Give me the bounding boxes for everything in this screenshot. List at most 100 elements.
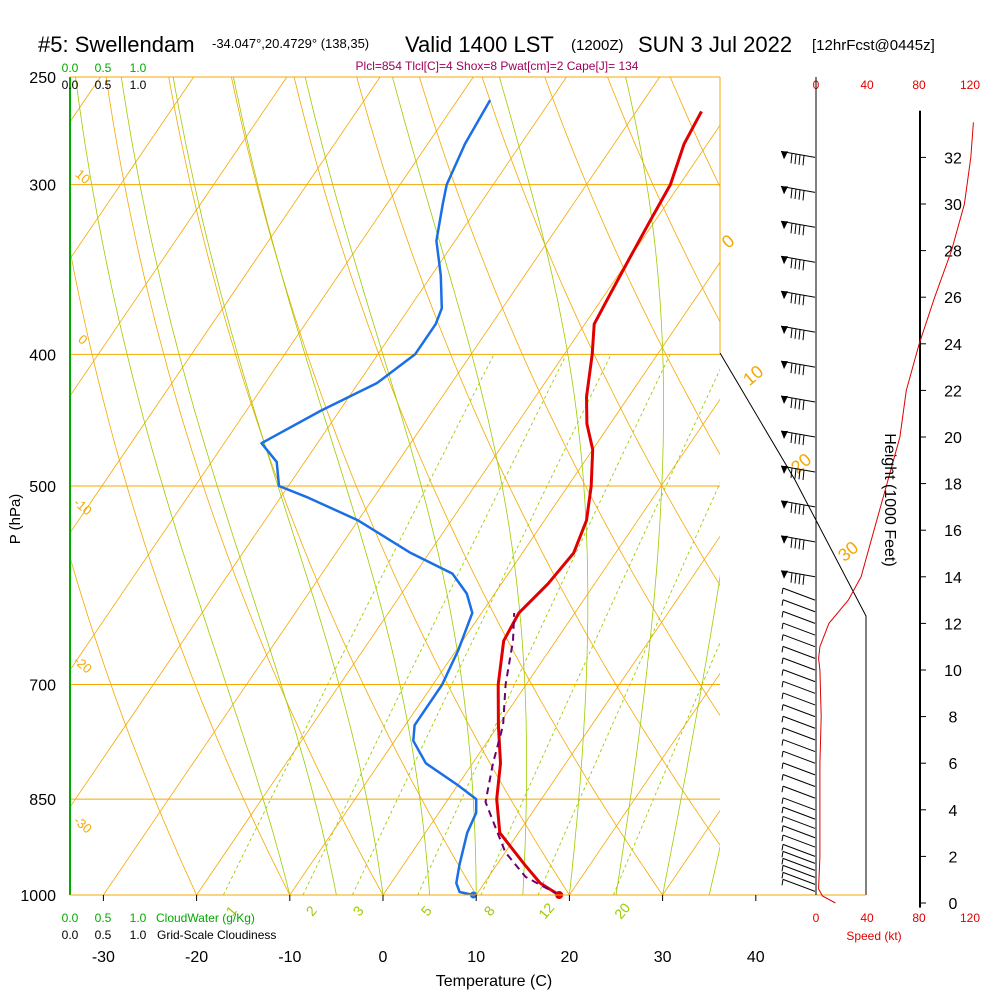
wind-barb-feather bbox=[798, 154, 801, 165]
wind-barb-feather bbox=[781, 611, 784, 618]
wind-barb-feather bbox=[802, 190, 805, 201]
wind-barb-pennant bbox=[781, 291, 788, 300]
wind-barb-feather bbox=[802, 539, 805, 550]
isotherm-line bbox=[70, 77, 194, 260]
wind-barb-feather bbox=[781, 669, 784, 676]
height-tick-label: 20 bbox=[944, 430, 962, 447]
moist-adiabat-line bbox=[233, 77, 430, 895]
height-tick-label: 30 bbox=[944, 197, 962, 214]
wind-barb-feather bbox=[798, 259, 801, 270]
dry-adiabat-line bbox=[607, 77, 720, 323]
wind-barb-feather bbox=[781, 622, 784, 630]
wind-barb-feather bbox=[798, 434, 801, 445]
mixing-ratio-line bbox=[417, 354, 671, 895]
height-tick-label: 2 bbox=[949, 849, 958, 866]
wind-barb-staff bbox=[782, 834, 816, 848]
wind-barb-feather bbox=[794, 258, 797, 269]
panel-boundary bbox=[719, 352, 867, 895]
wind-barb-feather bbox=[794, 328, 797, 339]
height-tick-label: 8 bbox=[949, 710, 958, 727]
dry-adiabat-line bbox=[70, 555, 198, 895]
dry-adiabat-line bbox=[293, 77, 664, 895]
height-tick-label: 12 bbox=[944, 616, 962, 633]
wind-barb-staff bbox=[782, 878, 816, 892]
wind-barb-feather bbox=[790, 153, 793, 164]
wind-barb-feather bbox=[790, 572, 793, 583]
dry-adiabat-label: 30 bbox=[834, 537, 862, 565]
wind-barb-feather bbox=[790, 258, 793, 269]
isotherm-line bbox=[0, 77, 7, 895]
diagram-grid bbox=[0, 53, 1000, 924]
cloudiness-scale-bottom: 0.5 bbox=[95, 928, 112, 942]
isotherm-label: -20 bbox=[71, 653, 95, 677]
wind-barb-feather bbox=[794, 363, 797, 374]
wind-barb-feather bbox=[790, 397, 793, 409]
mixing-ratio-line bbox=[480, 368, 720, 895]
wind-barb-feather bbox=[798, 294, 801, 305]
wind-barb-feather bbox=[798, 469, 801, 480]
chart-title-forecast: [12hrFcst@0445z] bbox=[812, 37, 935, 54]
wind-barb-feather bbox=[794, 153, 797, 165]
wind-barb-staff bbox=[782, 825, 816, 839]
speed-tick-top: 40 bbox=[860, 78, 874, 92]
wind-barb-pennant bbox=[781, 535, 788, 544]
cloudwater-scale-bottom: 0.5 bbox=[95, 911, 112, 925]
speed-tick-top: 120 bbox=[960, 78, 980, 92]
wind-barb-feather bbox=[798, 539, 801, 550]
isotherm-label: -30 bbox=[71, 813, 95, 837]
sounding-indices: Plcl=854 Tlcl[C]=4 Shox=8 Pwat[cm]=2 Cap… bbox=[356, 59, 639, 73]
wind-barb-feather bbox=[798, 399, 801, 410]
x-axis-title: Temperature (C) bbox=[436, 973, 552, 990]
dry-adiabat-line bbox=[481, 77, 720, 587]
wind-barb-pennant bbox=[781, 570, 788, 579]
wind-barb-staff bbox=[782, 785, 816, 799]
mixing-ratio-line bbox=[302, 354, 567, 895]
height-tick-label: 4 bbox=[949, 803, 958, 820]
moist-adiabat-line bbox=[662, 574, 720, 895]
wind-barb-feather bbox=[781, 704, 784, 711]
wind-barb-feather bbox=[794, 468, 797, 479]
mixing-ratio-label: 12 bbox=[535, 900, 557, 922]
wind-barb-feather bbox=[798, 224, 801, 235]
wind-barb-feather bbox=[781, 858, 784, 865]
wind-barb-feather bbox=[781, 762, 784, 769]
cloudwater-scale-bottom: 1.0 bbox=[130, 911, 147, 925]
wind-barb-feather bbox=[781, 865, 784, 872]
wind-barb-feather bbox=[798, 329, 801, 340]
cloudiness-scale-bottom: 0.0 bbox=[62, 928, 79, 942]
chart-title-date: SUN 3 Jul 2022 bbox=[638, 32, 792, 57]
isobars bbox=[70, 77, 867, 895]
mixing-ratio-line bbox=[222, 354, 495, 895]
x-tick-label: 10 bbox=[467, 949, 485, 966]
p-tick-label: 1000 bbox=[20, 888, 56, 905]
p-tick-label: 700 bbox=[29, 678, 56, 695]
wind-barb-pennant bbox=[781, 431, 788, 439]
wind-barb-pennant bbox=[781, 326, 788, 335]
wind-barb-feather bbox=[781, 716, 784, 723]
cloudiness-label: Grid-Scale Cloudiness bbox=[157, 928, 276, 942]
wind-barb-feather bbox=[790, 467, 793, 478]
wind-barb-pennant bbox=[781, 361, 788, 370]
wind-barb-staff bbox=[782, 599, 816, 613]
cloudwater-scale-top: 1.0 bbox=[130, 61, 147, 75]
mixing-ratio-label: 2 bbox=[303, 903, 320, 919]
dry-adiabat-line bbox=[970, 53, 1000, 924]
height-tick-label: 0 bbox=[949, 896, 958, 913]
mixing-ratio-line bbox=[351, 354, 612, 895]
height-tick-label: 10 bbox=[944, 663, 962, 680]
dry-adiabat-line bbox=[168, 77, 477, 895]
cloudwater-scale-bottom: 0.0 bbox=[62, 911, 79, 925]
wind-barb-feather bbox=[781, 807, 784, 814]
dry-adiabat-line bbox=[846, 53, 1000, 924]
wind-barb-feather bbox=[802, 365, 805, 376]
wind-barb-feather bbox=[802, 435, 805, 446]
dry-adiabat-line bbox=[70, 248, 291, 895]
wind-barb-staff bbox=[782, 692, 816, 706]
wind-barb-pennant bbox=[781, 500, 788, 509]
wind-barb-feather bbox=[802, 155, 805, 166]
x-tick-label: -30 bbox=[92, 949, 115, 966]
dry-adiabat-line bbox=[418, 77, 720, 717]
wind-barb-feather bbox=[794, 433, 797, 444]
moist-adiabat-line bbox=[499, 77, 589, 895]
